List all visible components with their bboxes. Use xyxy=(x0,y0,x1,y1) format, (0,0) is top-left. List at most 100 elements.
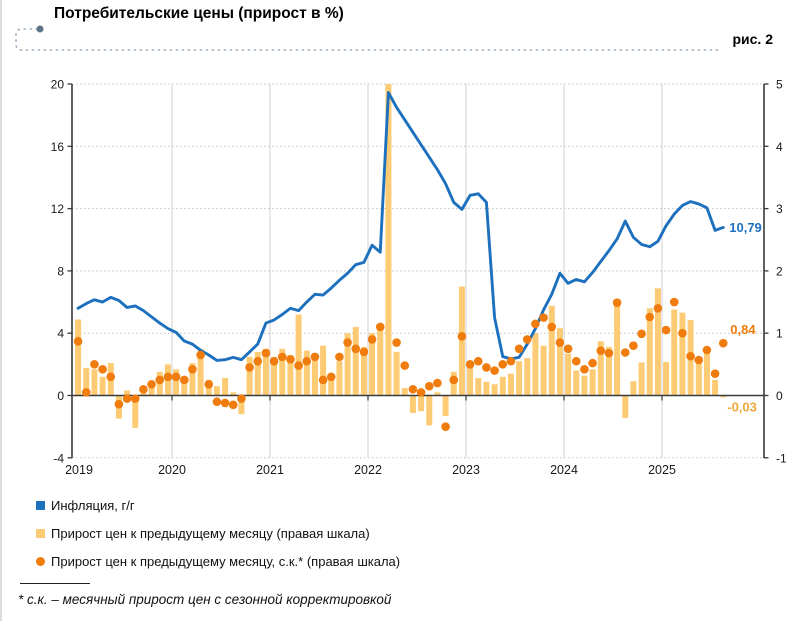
sa-dot xyxy=(147,379,156,389)
sa-dot xyxy=(179,375,189,385)
bar xyxy=(246,356,253,396)
sa-dot xyxy=(596,346,606,355)
sa-dot xyxy=(375,322,385,332)
sa-dot xyxy=(392,338,401,347)
dotted-connector-path xyxy=(15,28,719,51)
sa-dot xyxy=(204,379,214,389)
sa-dot xyxy=(351,344,361,354)
sa-dot xyxy=(555,338,565,347)
bar xyxy=(401,388,408,396)
sa-dot xyxy=(122,394,132,403)
bar xyxy=(548,305,555,396)
sa-dot xyxy=(294,361,303,370)
right-axis-tick-label: 2 xyxy=(776,264,783,278)
inflation-end-value-label: 10,79 xyxy=(729,220,762,235)
left-axis-tick-label: 8 xyxy=(57,264,64,278)
sa-dot xyxy=(490,366,499,375)
sa-dot xyxy=(310,352,320,362)
bar xyxy=(475,378,482,396)
bar xyxy=(262,348,269,396)
bar xyxy=(99,376,106,396)
bar xyxy=(173,369,180,396)
bar xyxy=(279,348,286,396)
sa-dot xyxy=(343,338,352,347)
bar xyxy=(712,379,719,396)
bar xyxy=(532,333,539,396)
bar xyxy=(426,395,433,426)
right-axis-tick-label: 3 xyxy=(776,202,783,216)
bar xyxy=(393,351,400,396)
bar xyxy=(663,361,670,396)
bar xyxy=(230,392,237,396)
sa-dot xyxy=(335,352,344,362)
legend-item-mom-sa: Прирост цен к предыдущему месяцу, с.к.* … xyxy=(36,547,400,575)
sa-dot xyxy=(457,332,467,341)
bar xyxy=(409,395,416,413)
sa-dot xyxy=(220,398,230,408)
sa-dot xyxy=(139,384,148,394)
bar xyxy=(483,381,490,396)
bar xyxy=(605,346,612,396)
sa-dot xyxy=(416,388,426,397)
bar xyxy=(254,351,261,396)
sa-dot xyxy=(620,348,630,357)
bar xyxy=(703,350,710,396)
bar xyxy=(369,333,376,396)
sa-dot xyxy=(694,355,704,365)
sa-dot xyxy=(424,381,434,391)
sa-dot xyxy=(245,363,254,372)
bar xyxy=(360,346,367,396)
sa-dot xyxy=(588,358,597,368)
sa-dot xyxy=(580,365,589,374)
right-axis-tick-label: -1 xyxy=(776,451,787,465)
sa-dot xyxy=(539,313,548,322)
sa-dot xyxy=(155,375,165,385)
bar xyxy=(287,355,294,396)
bar xyxy=(238,395,245,415)
year-label: 2024 xyxy=(550,463,578,477)
legend-label: Прирост цен к предыдущему месяцу (правая… xyxy=(51,525,370,541)
sa-dot xyxy=(653,303,663,313)
legend-label: Прирост цен к предыдущему месяцу, с.к.* … xyxy=(51,553,401,569)
dotted-connector-decoration xyxy=(15,25,719,51)
sa-dot xyxy=(269,356,279,366)
mom-end-value-label: -0,03 xyxy=(727,400,757,415)
sa-dot xyxy=(441,422,450,431)
dot-series-swatch-icon xyxy=(36,556,45,566)
footnote-separator xyxy=(20,583,90,584)
bar xyxy=(581,375,588,396)
bar xyxy=(75,319,82,396)
sa-dot xyxy=(163,372,173,382)
bar xyxy=(352,326,359,396)
sa-dot xyxy=(669,297,679,307)
sa-dot xyxy=(408,384,418,394)
sa-dot xyxy=(400,361,410,370)
bar xyxy=(540,345,547,396)
bar xyxy=(622,395,629,418)
chart-title: Потребительские цены (прирост в %) xyxy=(54,5,344,22)
line-series-swatch-icon xyxy=(36,500,45,510)
bar xyxy=(197,348,204,396)
sa-dot xyxy=(237,394,246,403)
sa-dot xyxy=(506,356,516,366)
left-axis-tick-label: 0 xyxy=(57,389,64,403)
bar xyxy=(295,314,302,396)
sa-dot xyxy=(571,356,581,366)
inflation-line xyxy=(76,91,725,362)
bar xyxy=(344,333,351,396)
bar xyxy=(132,395,139,428)
sa-dot xyxy=(98,365,107,374)
bar xyxy=(181,376,188,396)
right-axis-tick-label: 5 xyxy=(776,78,783,92)
year-label: 2022 xyxy=(354,463,382,477)
bar xyxy=(434,392,441,396)
sa-dot xyxy=(277,352,287,362)
sa-dot xyxy=(629,341,638,350)
left-axis-tick-label: 16 xyxy=(51,140,65,154)
bar xyxy=(140,392,147,396)
bar xyxy=(573,370,580,396)
sa-dot xyxy=(130,394,140,403)
bar xyxy=(271,356,278,396)
sa-dot xyxy=(604,348,614,358)
